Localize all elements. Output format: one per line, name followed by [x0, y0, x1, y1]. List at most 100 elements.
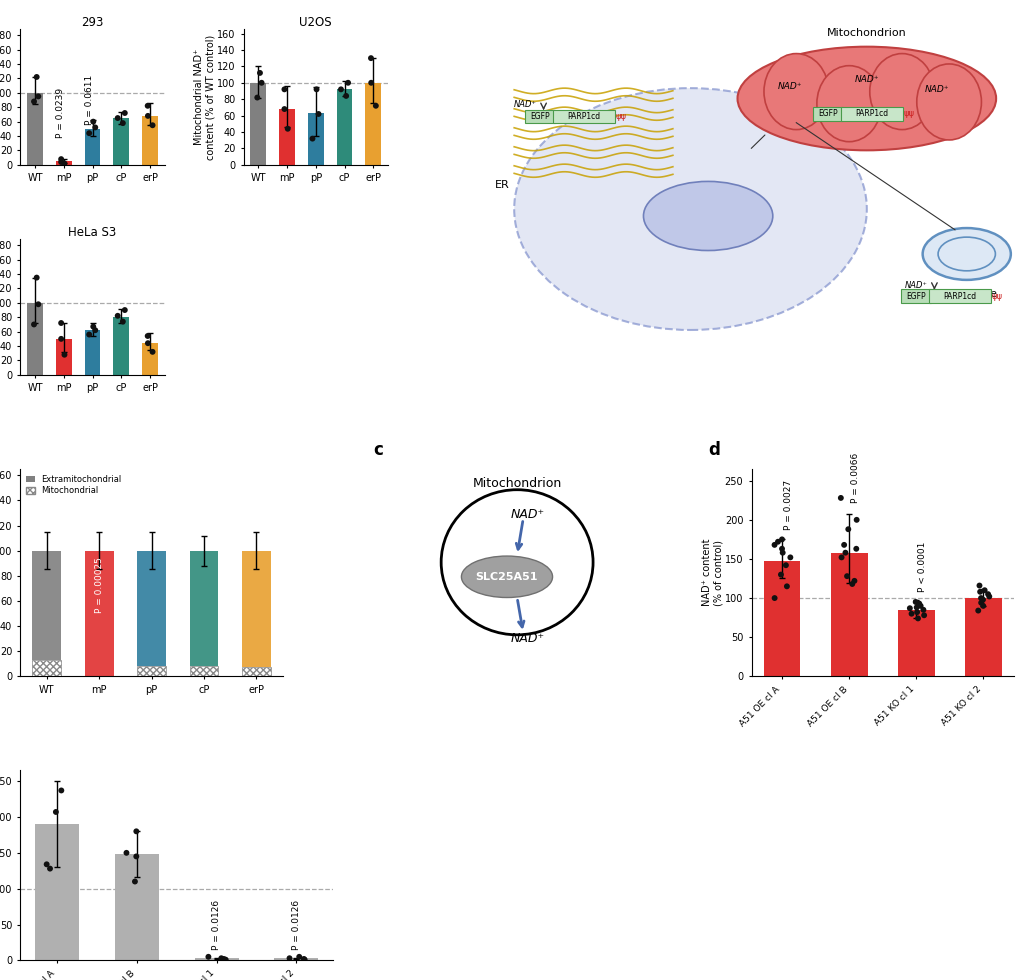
- Bar: [142, 116, 158, 165]
- Point: [340, 74, 356, 90]
- Title: U2OS: U2OS: [299, 17, 332, 29]
- Point: [834, 550, 850, 565]
- Text: Peroxisome: Peroxisome: [937, 288, 996, 299]
- Point: [368, 98, 384, 114]
- Point: [39, 857, 55, 872]
- Point: [310, 106, 327, 122]
- Text: PARP1cd: PARP1cd: [567, 112, 601, 121]
- Text: NAD⁺: NAD⁺: [510, 508, 545, 521]
- Point: [144, 344, 161, 360]
- Ellipse shape: [817, 66, 882, 142]
- Title: HeLa S3: HeLa S3: [69, 226, 117, 239]
- Ellipse shape: [514, 88, 867, 330]
- Text: PARP1cd: PARP1cd: [944, 292, 977, 301]
- Point: [364, 74, 380, 90]
- FancyBboxPatch shape: [813, 107, 844, 121]
- Point: [846, 573, 862, 589]
- Point: [253, 74, 269, 90]
- Y-axis label: NAD⁺ content
(% of control): NAD⁺ content (% of control): [701, 539, 723, 607]
- Point: [42, 860, 58, 876]
- Text: NAD⁺: NAD⁺: [925, 85, 949, 94]
- Point: [115, 314, 131, 329]
- Point: [972, 577, 988, 593]
- Point: [296, 952, 312, 967]
- Point: [139, 98, 156, 114]
- Point: [909, 605, 926, 620]
- Point: [972, 584, 988, 600]
- Point: [338, 88, 354, 104]
- Point: [56, 347, 73, 363]
- Bar: [308, 113, 324, 165]
- Bar: [85, 551, 114, 676]
- Point: [53, 154, 70, 170]
- Bar: [142, 343, 158, 375]
- Point: [85, 114, 101, 129]
- Point: [213, 951, 229, 966]
- Point: [907, 594, 924, 610]
- Point: [297, 952, 313, 967]
- Point: [773, 566, 790, 582]
- Point: [975, 598, 991, 613]
- Text: NAD⁺: NAD⁺: [817, 109, 840, 118]
- Text: ER: ER: [495, 180, 510, 190]
- Text: P < 0.0001: P < 0.0001: [919, 541, 928, 592]
- Text: PARP1cd: PARP1cd: [856, 109, 889, 119]
- Legend: Extramitochondrial, Mitochondrial: Extramitochondrial, Mitochondrial: [25, 473, 123, 497]
- Point: [774, 545, 791, 561]
- Point: [777, 558, 794, 573]
- Text: d: d: [709, 441, 721, 460]
- Text: P = 0.0126: P = 0.0126: [292, 900, 301, 950]
- Point: [912, 598, 929, 613]
- FancyBboxPatch shape: [929, 289, 991, 303]
- Text: EGFP: EGFP: [530, 112, 550, 121]
- Text: P = 0.00025: P = 0.00025: [94, 558, 103, 613]
- Bar: [195, 958, 239, 960]
- Point: [87, 322, 103, 338]
- Point: [766, 590, 782, 606]
- Point: [280, 121, 296, 136]
- Point: [56, 156, 73, 171]
- Ellipse shape: [462, 556, 553, 598]
- Point: [139, 335, 156, 351]
- Point: [276, 101, 293, 117]
- Text: NAD⁺: NAD⁺: [855, 75, 879, 84]
- Text: Mitochondrion: Mitochondrion: [472, 477, 562, 490]
- Point: [981, 589, 997, 605]
- Point: [110, 110, 126, 125]
- Point: [201, 949, 217, 964]
- Point: [53, 151, 70, 167]
- Bar: [27, 93, 43, 165]
- Ellipse shape: [916, 64, 981, 140]
- Point: [26, 317, 42, 332]
- Point: [840, 521, 856, 537]
- Point: [127, 874, 143, 890]
- Point: [333, 81, 349, 97]
- Bar: [242, 551, 270, 667]
- Text: ψψ: ψψ: [903, 109, 914, 119]
- Point: [308, 81, 325, 97]
- Point: [81, 125, 97, 141]
- Point: [249, 90, 265, 106]
- Point: [29, 70, 45, 85]
- Text: ψψ: ψψ: [991, 292, 1002, 301]
- Point: [29, 270, 45, 285]
- Bar: [85, 128, 100, 165]
- Point: [844, 576, 860, 592]
- Point: [362, 50, 379, 66]
- Bar: [274, 958, 318, 960]
- Bar: [898, 610, 935, 676]
- Point: [119, 845, 135, 860]
- Point: [291, 949, 307, 964]
- Point: [115, 116, 131, 131]
- Point: [276, 81, 293, 97]
- Ellipse shape: [737, 47, 996, 150]
- Title: 293: 293: [81, 17, 103, 29]
- Point: [110, 308, 126, 323]
- Text: NAD⁺: NAD⁺: [778, 82, 803, 91]
- Ellipse shape: [923, 228, 1011, 280]
- Point: [838, 545, 854, 561]
- Ellipse shape: [643, 181, 773, 251]
- Point: [30, 296, 46, 312]
- Point: [980, 586, 996, 602]
- Text: P = 0.0066: P = 0.0066: [851, 453, 860, 503]
